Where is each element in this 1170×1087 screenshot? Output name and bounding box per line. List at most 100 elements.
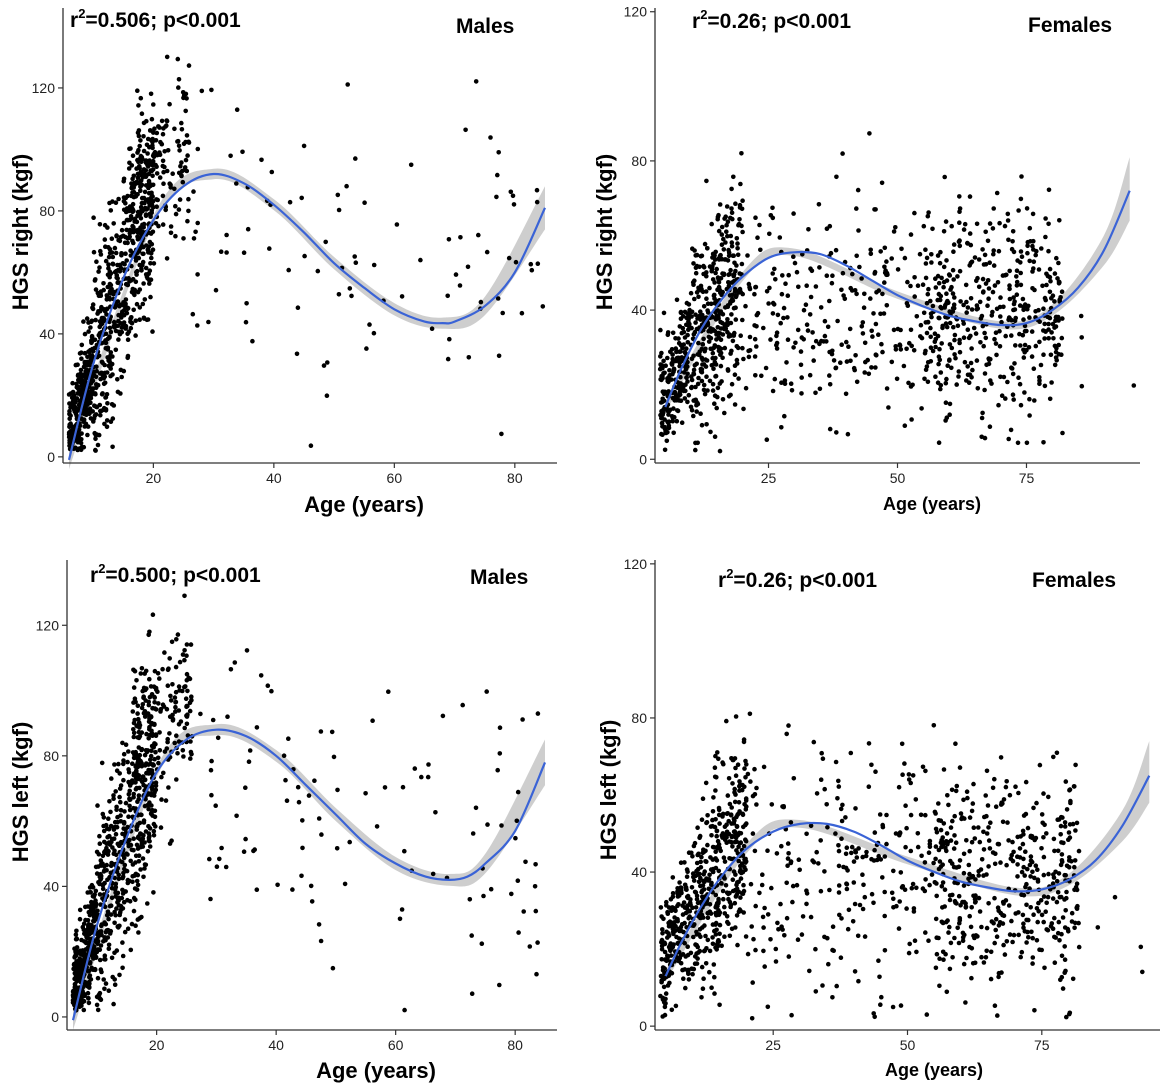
data-point bbox=[513, 259, 519, 265]
data-point bbox=[112, 320, 117, 326]
data-point bbox=[681, 929, 686, 935]
data-point bbox=[798, 362, 804, 368]
data-point bbox=[770, 271, 775, 276]
data-point bbox=[1029, 329, 1035, 334]
data-point bbox=[699, 964, 705, 970]
data-point bbox=[83, 370, 89, 376]
data-point bbox=[103, 957, 108, 962]
data-point bbox=[184, 642, 190, 647]
data-point bbox=[730, 877, 736, 882]
data-point bbox=[753, 215, 758, 220]
data-point bbox=[446, 237, 452, 242]
data-point bbox=[894, 376, 900, 382]
data-point bbox=[138, 138, 143, 143]
data-point bbox=[534, 199, 540, 205]
data-point bbox=[301, 143, 307, 149]
data-point bbox=[1037, 947, 1042, 952]
data-point bbox=[88, 960, 93, 965]
data-point bbox=[985, 238, 991, 244]
data-point bbox=[976, 257, 982, 262]
data-point bbox=[665, 391, 670, 396]
data-point bbox=[926, 210, 931, 215]
data-point bbox=[724, 840, 729, 845]
data-point bbox=[780, 927, 785, 932]
data-point bbox=[102, 953, 108, 958]
data-point bbox=[738, 895, 743, 900]
data-point bbox=[217, 856, 222, 862]
data-point bbox=[179, 120, 184, 126]
data-point bbox=[145, 748, 150, 753]
data-point bbox=[785, 337, 791, 343]
data-point bbox=[113, 852, 119, 858]
data-point bbox=[1052, 343, 1058, 349]
data-point bbox=[1000, 273, 1006, 278]
data-point bbox=[985, 803, 991, 808]
data-point bbox=[323, 239, 329, 245]
data-point bbox=[696, 950, 701, 955]
data-point bbox=[97, 308, 103, 314]
data-point bbox=[923, 275, 929, 281]
data-point bbox=[857, 902, 863, 908]
data-point bbox=[665, 909, 670, 915]
data-point bbox=[951, 277, 956, 282]
data-point bbox=[710, 381, 716, 387]
x-tick-label: 50 bbox=[900, 1037, 916, 1053]
data-point bbox=[947, 273, 953, 278]
data-point bbox=[902, 761, 907, 766]
data-point bbox=[295, 305, 301, 311]
data-point bbox=[102, 362, 107, 368]
data-point bbox=[174, 733, 179, 738]
data-point bbox=[110, 254, 116, 260]
data-point bbox=[147, 724, 152, 730]
data-point bbox=[747, 334, 753, 340]
data-point bbox=[752, 291, 757, 297]
data-point bbox=[839, 916, 844, 921]
data-point bbox=[907, 941, 912, 947]
data-point bbox=[945, 298, 950, 304]
data-point bbox=[694, 409, 699, 414]
data-point bbox=[753, 947, 758, 953]
data-point bbox=[730, 844, 735, 849]
data-point bbox=[173, 709, 178, 714]
data-point bbox=[668, 349, 673, 355]
data-point bbox=[834, 174, 839, 180]
y-axis-title: HGS right (kgf) bbox=[592, 154, 617, 310]
data-point bbox=[731, 305, 737, 311]
data-point bbox=[996, 841, 1002, 847]
data-point bbox=[993, 916, 999, 922]
confidence-band bbox=[73, 723, 545, 1030]
data-point bbox=[495, 767, 501, 773]
data-point bbox=[933, 916, 939, 922]
data-point bbox=[93, 412, 99, 417]
data-point bbox=[952, 880, 957, 885]
data-point bbox=[243, 785, 248, 790]
data-point bbox=[681, 976, 686, 981]
data-point bbox=[670, 875, 676, 880]
data-point bbox=[1062, 824, 1068, 829]
data-point bbox=[144, 207, 149, 212]
data-point bbox=[928, 334, 933, 340]
data-point bbox=[716, 228, 722, 234]
data-point bbox=[687, 900, 693, 905]
data-point bbox=[732, 402, 738, 407]
data-point bbox=[186, 139, 191, 145]
data-point bbox=[731, 174, 736, 180]
data-point bbox=[768, 337, 773, 342]
data-point bbox=[177, 197, 183, 202]
data-point bbox=[966, 862, 972, 868]
data-point bbox=[91, 416, 97, 421]
data-point bbox=[797, 867, 802, 873]
data-point bbox=[950, 955, 955, 960]
data-point bbox=[1036, 267, 1042, 272]
data-point bbox=[723, 214, 728, 219]
data-point bbox=[801, 307, 807, 313]
data-point bbox=[898, 327, 903, 333]
data-point bbox=[712, 974, 717, 980]
data-point bbox=[660, 931, 665, 936]
data-point bbox=[151, 102, 156, 107]
data-point bbox=[150, 199, 156, 204]
data-point bbox=[724, 229, 729, 234]
data-point bbox=[1017, 331, 1022, 337]
data-point bbox=[682, 349, 688, 355]
data-point bbox=[770, 311, 776, 316]
